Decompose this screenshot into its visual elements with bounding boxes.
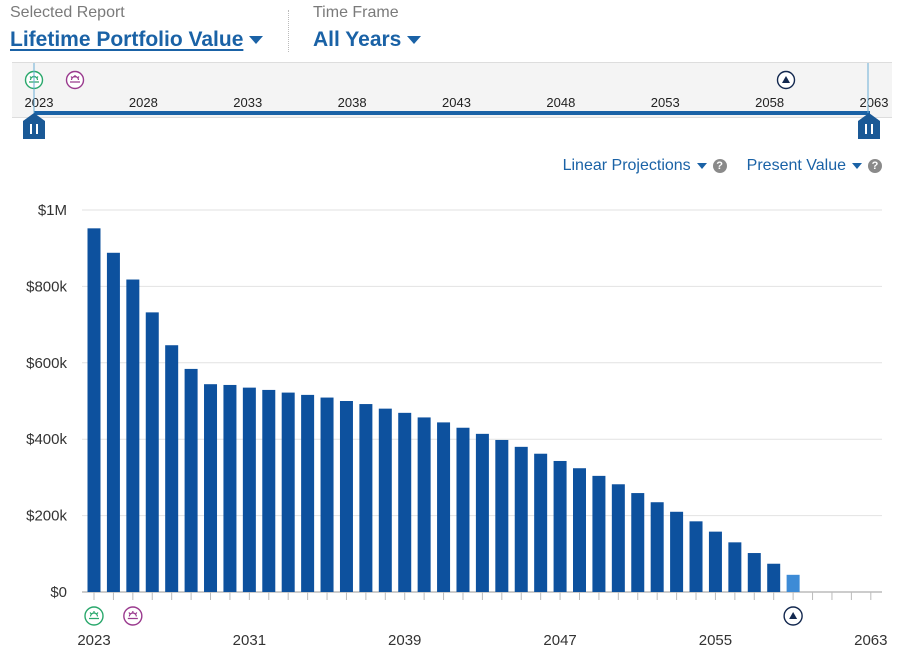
chevron-down-icon [696,163,707,169]
bar-2046[interactable] [534,453,548,592]
timeline-tick-label: 2048 [546,95,575,110]
bar-2059[interactable] [786,574,800,592]
bar-2051[interactable] [631,493,645,592]
y-tick-label: $1M [38,202,67,219]
report-dropdown[interactable]: Lifetime Portfolio Value [10,28,264,52]
bar-2048[interactable] [573,468,586,592]
bar-2049[interactable] [592,475,606,592]
timeline-end-of-plan-icon [776,70,796,90]
projection-dropdown[interactable]: Linear Projections ? [563,157,727,175]
x-tick-label: 2063 [854,632,887,649]
chevron-down-icon [852,163,862,169]
bar-2038[interactable] [378,408,392,592]
timeline-tick-label: 2058 [755,95,784,110]
help-icon[interactable]: ? [712,159,727,173]
header-divider [288,10,289,52]
bar-2040[interactable] [417,417,431,592]
retirement-event-sunrise-icon[interactable] [84,606,104,626]
bar-2052[interactable] [650,502,664,592]
social-security-event-sunburst-icon[interactable] [123,606,143,626]
bar-2032[interactable] [262,389,276,592]
bar-2045[interactable] [514,446,528,592]
chevron-down-icon [407,36,422,44]
timeline-tick-label: 2028 [129,95,158,110]
timeline-social-security-icon [65,70,85,90]
timeline-tick-label: 2053 [651,95,680,110]
help-icon[interactable]: ? [868,159,882,173]
bar-2058[interactable] [767,563,781,592]
timeline-svg: 2023 2028 2033 2038 2043 2048 2053 2058 2063 [23,63,889,139]
projection-dropdown-label: Linear Projections [562,157,691,174]
timeline-range-slider[interactable]: 2023 2028 2033 2038 2043 2048 2053 2058 2063 [12,62,892,139]
x-tick-label: 2031 [233,632,266,649]
chart-options: Linear Projections ? Present Value ? [563,157,882,175]
x-tick-label: 2023 [77,632,110,649]
bar-2055[interactable] [708,531,722,592]
timeline-tick-label: 2023 [25,95,54,110]
y-tick-label: $600k [26,355,67,372]
y-tick-label: $0 [50,584,67,601]
bar-2053[interactable] [670,511,684,592]
y-tick-label: $200k [26,508,67,525]
bar-2050[interactable] [611,484,625,592]
x-tick-label: 2039 [388,632,421,649]
bar-2023[interactable] [87,228,101,592]
bar-2054[interactable] [689,521,703,592]
selected-report-label: Selected Report [10,4,125,21]
bar-2031[interactable] [242,387,256,592]
x-tick-label: 2047 [543,632,576,649]
bar-2030[interactable] [223,384,237,592]
chevron-down-icon [249,36,264,44]
bar-2043[interactable] [475,433,489,592]
x-tick-label: 2055 [699,632,732,649]
bar-2029[interactable] [204,384,218,592]
value-mode-dropdown-label: Present Value [746,157,846,174]
timeline-start-handle[interactable] [23,113,45,139]
bar-2057[interactable] [747,553,761,592]
bar-2034[interactable] [301,394,315,592]
bar-2033[interactable] [281,392,295,592]
bar-2035[interactable] [320,397,334,592]
timeline-end-handle[interactable] [858,113,880,139]
value-mode-dropdown[interactable]: Present Value ? [747,157,882,175]
timeline-tick-label: 2038 [338,95,367,110]
time-frame-dropdown[interactable]: All Years [313,28,422,52]
bar-2027[interactable] [165,345,179,592]
bar-2044[interactable] [495,439,509,592]
y-tick-label: $800k [26,278,67,295]
bar-2025[interactable] [126,279,140,592]
timeline-tick-label: 2063 [860,95,889,110]
bar-2037[interactable] [359,404,373,592]
end-of-plan-event-triangle-icon[interactable] [783,606,803,626]
bar-2024[interactable] [106,252,120,592]
y-tick-label: $400k [26,431,67,448]
bar-2036[interactable] [339,401,353,592]
report-dropdown-value: Lifetime Portfolio Value [10,28,244,51]
time-frame-value: All Years [313,28,402,51]
bar-2028[interactable] [184,368,198,592]
bar-2041[interactable] [437,422,451,592]
bar-2039[interactable] [398,412,412,592]
bar-2056[interactable] [728,542,742,592]
timeline-tick-label: 2043 [442,95,471,110]
bar-2026[interactable] [145,312,159,592]
bar-2047[interactable] [553,460,567,592]
time-frame-label: Time Frame [313,4,399,21]
bar-2042[interactable] [456,427,470,592]
timeline-tick-label: 2033 [233,95,262,110]
